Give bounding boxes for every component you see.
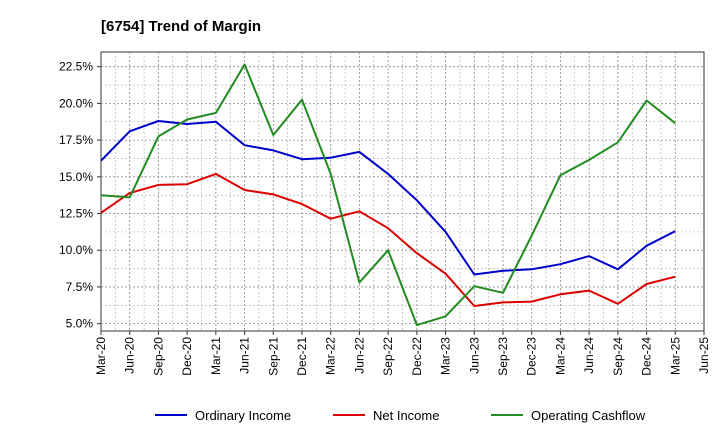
legend: Ordinary Income Net Income Operating Cashf… xyxy=(155,408,646,423)
x-tick-label: Mar-20 xyxy=(94,337,108,375)
x-tick-label: Dec-24 xyxy=(640,337,654,376)
x-tick-label: Mar-22 xyxy=(324,337,338,375)
x-tick-label: Jun-24 xyxy=(582,337,596,374)
series-line-operating-cashflow xyxy=(100,63,676,327)
x-tick-label: Sep-21 xyxy=(266,337,280,376)
legend-label: Ordinary Income xyxy=(195,408,291,423)
x-tick-label: Jun-22 xyxy=(352,337,366,374)
x-tick-label: Dec-21 xyxy=(295,337,309,376)
y-tick-label: 10.0% xyxy=(59,243,93,257)
y-tick-label: 7.5% xyxy=(66,280,94,294)
legend-label: Net Income xyxy=(373,408,439,423)
y-tick-label: 5.0% xyxy=(66,317,94,331)
y-tick-label: 22.5% xyxy=(59,60,93,74)
x-tick-label: Mar-21 xyxy=(209,337,223,375)
x-tick-label: Mar-25 xyxy=(668,337,682,375)
legend-label: Operating Cashflow xyxy=(531,408,646,423)
x-axis: Mar-20 Jun-20 Sep-20 Dec-20 Mar-21 Jun-21 Sep-… xyxy=(94,331,711,376)
y-tick-label: 20.0% xyxy=(59,96,93,110)
x-tick-label: Sep-24 xyxy=(611,337,625,376)
series-line-ordinary-income xyxy=(100,120,676,276)
x-tick-label: Jun-21 xyxy=(238,337,252,374)
y-axis: 5.0% 7.5% 10.0% 12.5% 15.0% 17.5% 20.0% 22.5% xyxy=(59,60,101,331)
y-tick-label: 17.5% xyxy=(59,133,93,147)
x-tick-label: Dec-20 xyxy=(180,337,194,376)
x-tick-label: Jun-25 xyxy=(697,337,711,374)
x-tick-label: Dec-23 xyxy=(525,337,539,376)
series-line-net-income xyxy=(100,172,676,307)
x-tick-label: Jun-20 xyxy=(123,337,137,374)
x-tick-label: Sep-20 xyxy=(151,337,165,376)
x-tick-label: Sep-23 xyxy=(496,337,510,376)
y-tick-label: 12.5% xyxy=(59,207,93,221)
x-tick-label: Mar-23 xyxy=(439,337,453,375)
y-tick-label: 15.0% xyxy=(59,170,93,184)
series-lines xyxy=(100,63,676,327)
x-tick-label: Mar-24 xyxy=(553,337,567,375)
grid-lines xyxy=(101,52,704,331)
x-tick-label: Dec-22 xyxy=(410,337,424,376)
chart-title: [6754] Trend of Margin xyxy=(101,18,261,35)
x-tick-label: Sep-22 xyxy=(381,337,395,376)
x-tick-label: Jun-23 xyxy=(467,337,481,374)
